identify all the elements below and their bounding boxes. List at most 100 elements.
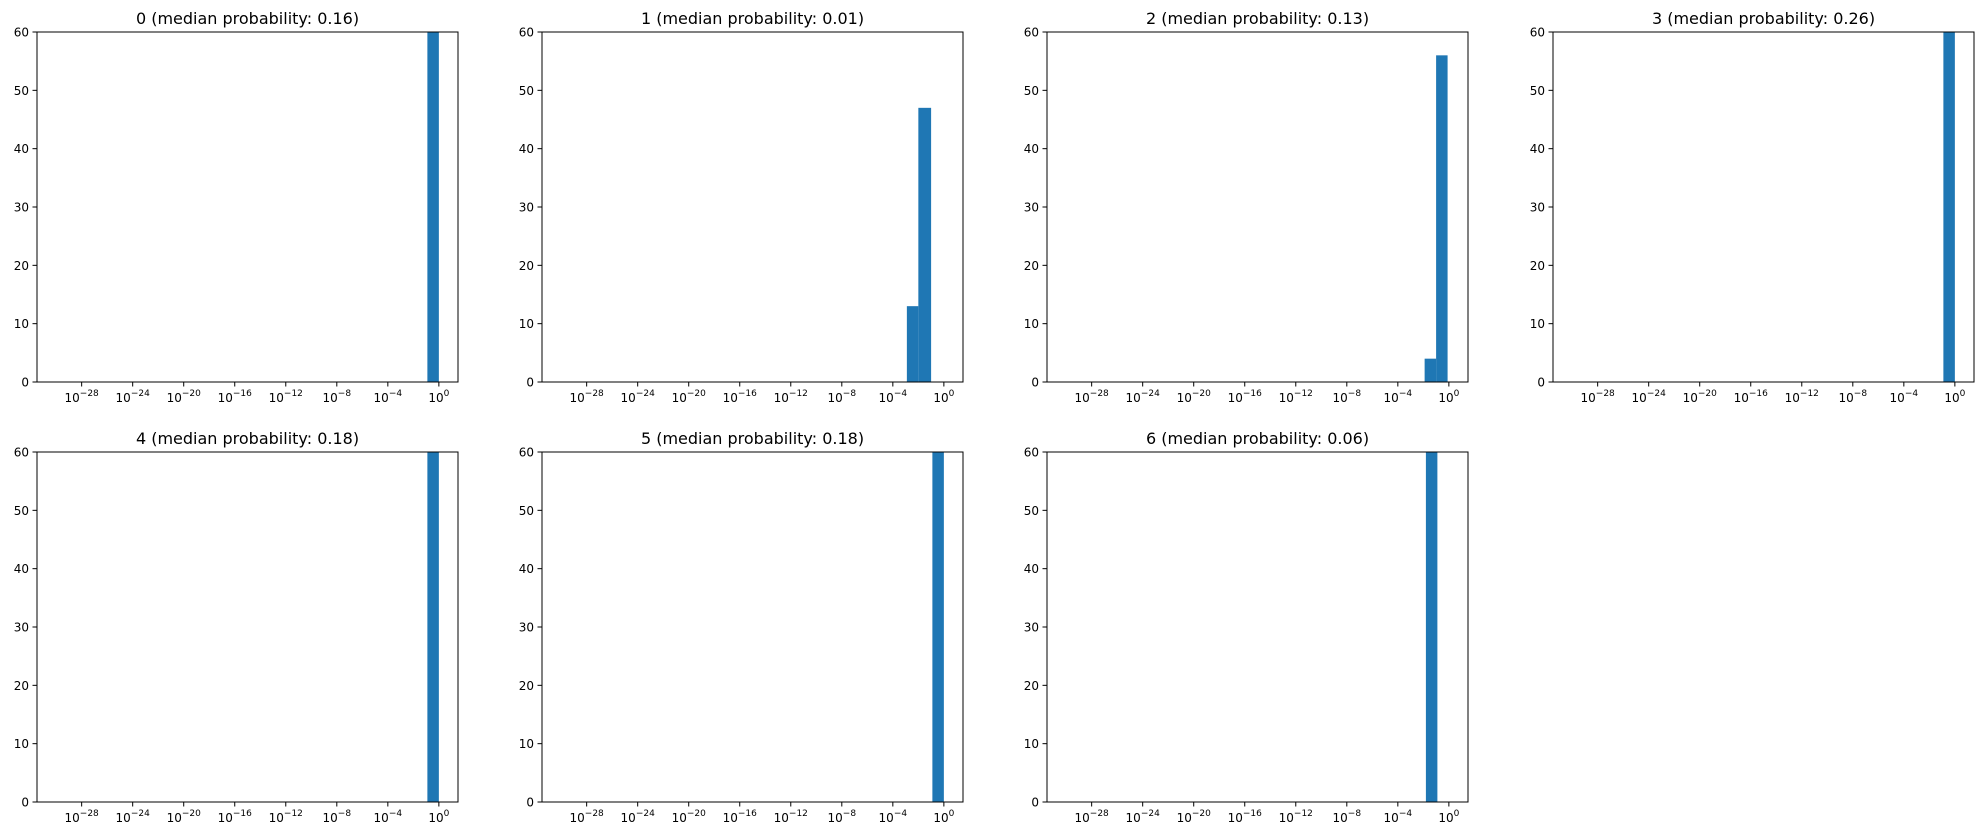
y-tick-label: 60 [1024, 26, 1039, 40]
x-tick-label: 100 [428, 809, 449, 825]
x-tick-label: 10−4 [1890, 389, 1919, 405]
y-tick-label: 0 [21, 796, 29, 810]
axes-frame [36, 31, 459, 383]
x-tick-label: 10−8 [828, 809, 857, 825]
y-tick-label: 0 [1031, 796, 1039, 810]
histogram-bar [427, 32, 439, 382]
x-tick-label: 10−16 [723, 389, 758, 405]
x-tick-label: 10−20 [672, 809, 707, 825]
subplot-title: 5 (median probability: 0.18) [641, 429, 864, 448]
y-tick-label: 60 [1530, 26, 1545, 40]
x-tick-label: 10−24 [1632, 389, 1667, 405]
x-tick-label: 10−16 [218, 809, 253, 825]
y-tick-label: 30 [1024, 201, 1039, 215]
x-tick-label: 10−28 [1581, 389, 1616, 405]
subplot-title: 0 (median probability: 0.16) [136, 9, 359, 28]
axes-frame [541, 451, 964, 803]
subplot-0: 0 (median probability: 0.16) 0 10 20 30 40 50 6… [14, 9, 459, 405]
x-tick-label: 10−28 [570, 389, 605, 405]
axes-frame [1046, 451, 1469, 803]
x-tick-label: 10−28 [1075, 809, 1110, 825]
y-tick-label: 10 [14, 317, 29, 331]
x-tick-label: 10−24 [621, 389, 656, 405]
subplot-6: 6 (median probability: 0.06) 0 10 20 30 40 50 6… [1024, 429, 1469, 825]
y-tick-label: 60 [14, 26, 29, 40]
subplot-title: 2 (median probability: 0.13) [1146, 9, 1369, 28]
y-tick-label: 40 [1024, 562, 1039, 576]
x-tick-label: 10−4 [1384, 389, 1413, 405]
x-tick-label: 10−4 [374, 809, 403, 825]
histogram-bar [906, 306, 919, 382]
y-tick-label: 0 [1537, 376, 1545, 390]
axes-frame [36, 451, 459, 803]
y-tick-label: 10 [519, 317, 534, 331]
y-tick-label: 30 [14, 201, 29, 215]
x-tick-label: 10−8 [828, 389, 857, 405]
histogram-bar [1425, 452, 1438, 802]
x-tick-label: 10−12 [269, 809, 303, 825]
subplot-5: 5 (median probability: 0.18) 0 10 20 30 40 50 6… [519, 429, 964, 825]
x-tick-label: 10−12 [1785, 389, 1819, 405]
y-tick-label: 40 [519, 142, 534, 156]
y-tick-label: 10 [1530, 317, 1545, 331]
subplot-3: 3 (median probability: 0.26) 0 10 20 30 40 50 6… [1530, 9, 1975, 405]
x-tick-label: 10−24 [116, 809, 151, 825]
x-tick-label: 10−16 [1228, 389, 1263, 405]
x-tick-label: 10−16 [1734, 389, 1769, 405]
subplot-4: 4 (median probability: 0.18) 0 10 20 30 40 50 6… [14, 429, 459, 825]
x-tick-label: 10−28 [65, 389, 100, 405]
x-tick-label: 10−4 [374, 389, 403, 405]
histogram-bar [427, 452, 439, 802]
x-tick-label: 10−4 [879, 809, 908, 825]
x-tick-label: 10−24 [116, 389, 151, 405]
x-tick-label: 100 [933, 809, 954, 825]
y-tick-label: 60 [519, 26, 534, 40]
y-tick-label: 30 [1530, 201, 1545, 215]
subplot-1: 1 (median probability: 0.01) 0 10 20 30 40 50 6… [519, 9, 964, 405]
y-tick-label: 0 [1031, 376, 1039, 390]
x-tick-label: 10−28 [65, 809, 100, 825]
x-tick-label: 10−20 [1683, 389, 1718, 405]
x-tick-label: 10−8 [323, 809, 352, 825]
axes-frame [541, 31, 964, 383]
y-tick-label: 50 [519, 504, 534, 518]
x-tick-label: 10−8 [1839, 389, 1868, 405]
histogram-bar [1436, 55, 1448, 382]
y-tick-label: 10 [519, 737, 534, 751]
y-tick-label: 20 [519, 259, 534, 273]
y-tick-label: 40 [519, 562, 534, 576]
axes-frame [1046, 31, 1469, 383]
y-tick-label: 10 [1024, 737, 1039, 751]
y-tick-label: 50 [1024, 84, 1039, 98]
y-tick-label: 40 [1530, 142, 1545, 156]
x-tick-label: 10−24 [1126, 809, 1161, 825]
subplot-title: 3 (median probability: 0.26) [1652, 9, 1875, 28]
x-tick-label: 10−16 [1228, 809, 1263, 825]
x-tick-label: 10−12 [774, 389, 808, 405]
x-tick-label: 10−24 [621, 809, 656, 825]
x-tick-label: 10−20 [167, 389, 202, 405]
y-tick-label: 60 [14, 446, 29, 460]
histogram-bar [918, 107, 932, 382]
subplot-title: 6 (median probability: 0.06) [1146, 429, 1369, 448]
x-tick-label: 10−8 [1333, 389, 1362, 405]
y-tick-label: 30 [1024, 621, 1039, 635]
subplot-2: 2 (median probability: 0.13) 0 10 20 30 40 50 6… [1024, 9, 1469, 405]
x-tick-label: 10−20 [672, 389, 707, 405]
x-tick-label: 10−28 [570, 809, 605, 825]
x-tick-label: 10−12 [1279, 809, 1313, 825]
y-tick-label: 20 [519, 679, 534, 693]
subplot-title: 4 (median probability: 0.18) [136, 429, 359, 448]
x-tick-label: 10−12 [1279, 389, 1313, 405]
y-tick-label: 30 [519, 201, 534, 215]
x-tick-label: 10−20 [1177, 389, 1212, 405]
y-tick-label: 20 [1024, 259, 1039, 273]
x-tick-label: 10−16 [723, 809, 758, 825]
x-tick-label: 10−20 [1177, 809, 1212, 825]
y-tick-label: 50 [14, 84, 29, 98]
y-tick-label: 20 [14, 679, 29, 693]
x-tick-label: 100 [933, 389, 954, 405]
y-tick-label: 10 [14, 737, 29, 751]
y-tick-label: 10 [1024, 317, 1039, 331]
